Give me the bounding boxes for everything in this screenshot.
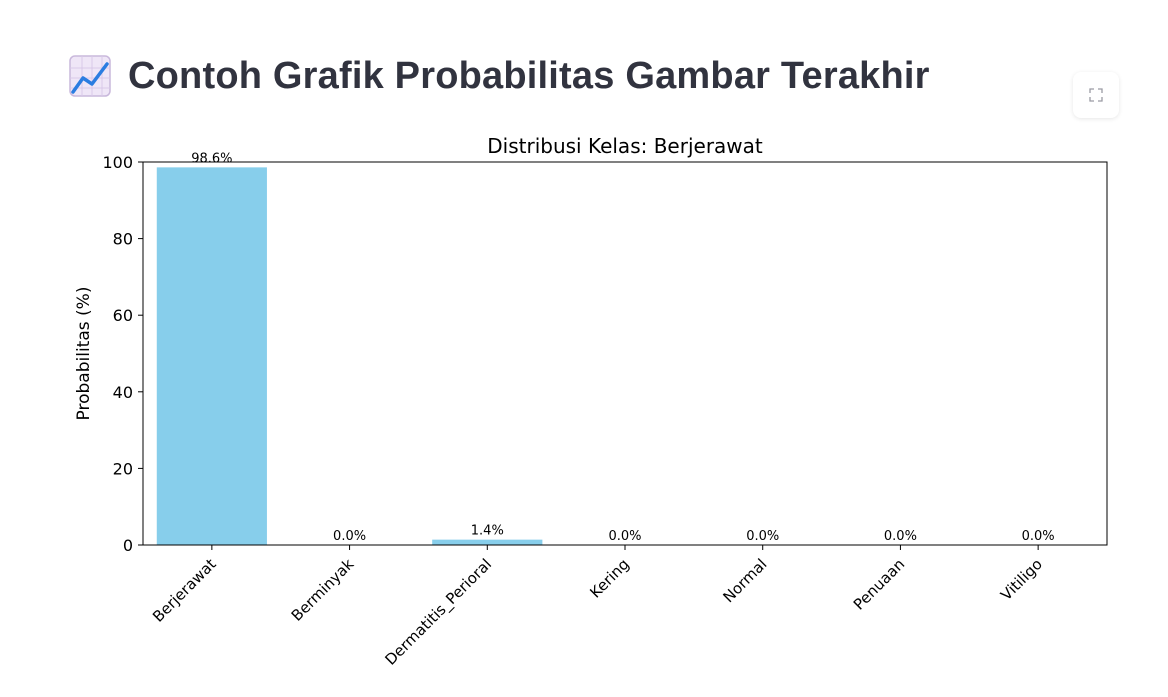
data-label-vitiligo: 0.0% bbox=[1022, 529, 1055, 544]
chart-container: 98.6% 0.0% 1.4% 0.0% 0.0% 0.0% 0.0% 0 20 40 60 80 1… bbox=[0, 118, 1168, 693]
bar-dermatitis_perioral bbox=[432, 539, 543, 545]
y-tick-label: 0 bbox=[123, 536, 133, 555]
page-title: Contoh Grafik Probabilitas Gambar Terakh… bbox=[128, 54, 930, 97]
fullscreen-button[interactable] bbox=[1073, 72, 1119, 118]
data-label-berjerawat: 98.6% bbox=[191, 151, 232, 166]
data-label-kering: 0.0% bbox=[608, 529, 641, 544]
chart-title: Distribusi Kelas: Berjerawat bbox=[487, 134, 763, 158]
bar-chart: 98.6% 0.0% 1.4% 0.0% 0.0% 0.0% 0.0% 0 20 40 60 80 1… bbox=[74, 134, 1108, 669]
chart-increasing-icon bbox=[69, 55, 111, 97]
x-tick-label: Berminyak bbox=[288, 555, 358, 625]
fullscreen-icon bbox=[1089, 88, 1103, 102]
data-label-penuaan: 0.0% bbox=[884, 529, 917, 544]
plot-frame bbox=[142, 161, 1108, 546]
x-tick-label: Penuaan bbox=[850, 555, 908, 613]
x-tick-label: Berjerawat bbox=[149, 555, 220, 626]
y-tick-label: 100 bbox=[102, 153, 133, 172]
y-tick-label: 40 bbox=[113, 383, 133, 402]
page-header: Contoh Grafik Probabilitas Gambar Terakh… bbox=[68, 48, 930, 104]
bar-berjerawat bbox=[156, 167, 267, 545]
data-label-berminyak: 0.0% bbox=[333, 529, 366, 544]
y-tick-label: 60 bbox=[113, 306, 133, 325]
x-tick-label: Vitiligo bbox=[997, 555, 1046, 604]
y-tick-label: 80 bbox=[113, 230, 133, 249]
data-label-dermatitis_perioral: 1.4% bbox=[471, 524, 504, 539]
y-axis-label: Probabilitas (%) bbox=[74, 287, 94, 421]
x-tick-label: Kering bbox=[586, 555, 632, 601]
x-tick-label: Dermatitis_Perioral bbox=[381, 555, 495, 669]
x-tick-label: Normal bbox=[719, 555, 770, 606]
data-label-normal: 0.0% bbox=[746, 529, 779, 544]
y-tick-label: 20 bbox=[113, 459, 133, 478]
